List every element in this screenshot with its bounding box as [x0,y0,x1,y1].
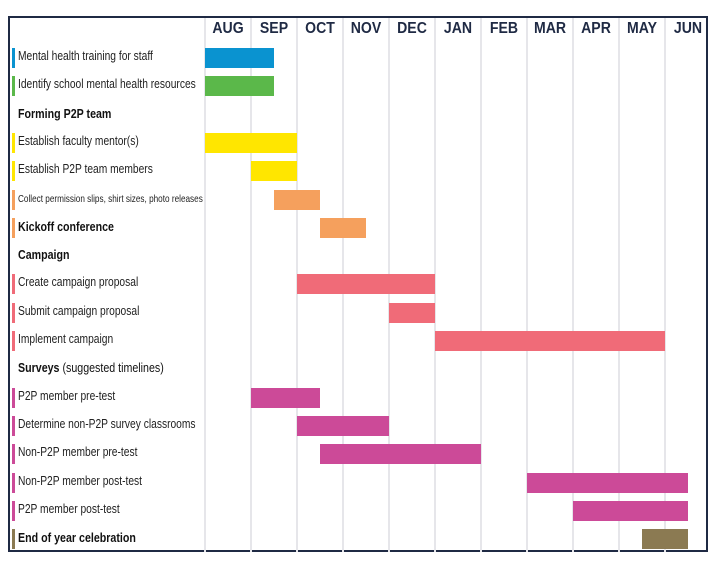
row-label: Determine non-P2P survey classrooms [18,417,196,431]
month-apr: APR [581,20,611,37]
row-label-text: End of year celebration [18,530,136,545]
gridline [204,18,206,552]
gantt-bar [251,388,320,408]
row-label-text: Submit campaign proposal [18,304,140,318]
gantt-bar [527,473,688,493]
row-label: Mental health training for staff [18,49,153,63]
row-label-text: Establish faculty mentor(s) [18,134,139,148]
row-label-text: Surveys [18,360,60,375]
month-dec: DEC [397,20,427,37]
gridline [480,18,482,552]
month-jan: JAN [443,20,473,37]
row-color-marker [12,218,15,238]
row-color-marker [12,388,15,408]
row-label-text: P2P member post-test [18,502,120,516]
gridline [664,18,666,552]
row-label: Identify school mental health resources [18,77,196,91]
gantt-bar [320,444,481,464]
row-label: Submit campaign proposal [18,304,139,318]
gantt-bar [297,274,435,294]
gantt-bar [274,190,320,210]
row-color-marker [12,133,15,153]
row-label: Non-P2P member pre-test [18,445,137,459]
month-nov: NOV [350,20,382,37]
gantt-bar [205,76,274,96]
row-label-text: Campaign [18,247,70,262]
row-label-text: Non-P2P member post-test [18,474,143,488]
row-label: Surveys (suggested timelines) [18,360,164,375]
row-label: Forming P2P team [18,106,111,121]
gantt-bar [435,331,665,351]
row-label-text: Identify school mental health resources [18,77,196,91]
row-label-text: Kickoff conference [18,219,114,234]
row-label: Collect permission slips, shirt sizes, p… [18,193,203,205]
month-may: MAY [626,20,658,37]
month-feb: FEB [489,20,519,37]
row-color-marker [12,331,15,351]
row-label: Non-P2P member post-test [18,474,142,488]
row-color-marker [12,161,15,181]
month-mar: MAR [533,20,567,37]
row-label-text: Establish P2P team members [18,162,153,176]
gantt-bar [205,133,297,153]
row-label-text: Create campaign proposal [18,275,139,289]
row-label: P2P member post-test [18,502,120,516]
month-aug: AUG [212,20,244,37]
row-label-text: Mental health training for staff [18,49,153,63]
row-color-marker [12,444,15,464]
row-color-marker [12,48,15,68]
row-label-text: Forming P2P team [18,106,112,121]
gridline [572,18,574,552]
gridline [250,18,252,552]
gantt-bar [251,161,297,181]
row-label: Kickoff conference [18,219,114,234]
row-label: Implement campaign [18,332,113,346]
month-sep: SEP [259,20,289,37]
gantt-bar [205,48,274,68]
row-color-marker [12,416,15,436]
gantt-bar [642,529,688,549]
row-color-marker [12,473,15,493]
gantt-bar [389,303,435,323]
row-color-marker [12,529,15,549]
row-label-text: Non-P2P member pre-test [18,445,138,459]
row-color-marker [12,76,15,96]
row-label-text: Determine non-P2P survey classrooms [18,417,196,431]
row-label: Establish P2P team members [18,162,153,176]
row-label-text: P2P member pre-test [18,389,116,403]
row-color-marker [12,274,15,294]
row-label-text: Implement campaign [18,332,114,346]
row-label: Establish faculty mentor(s) [18,134,139,148]
row-label: P2P member pre-test [18,389,115,403]
row-label: Create campaign proposal [18,275,138,289]
gridline [434,18,436,552]
row-label: Campaign [18,247,70,262]
gridline [526,18,528,552]
gantt-bar [297,416,389,436]
row-sublabel: (suggested timelines) [62,360,164,375]
row-color-marker [12,501,15,521]
row-color-marker [12,303,15,323]
gantt-bar [320,218,366,238]
month-jun: JUN [673,20,703,37]
row-color-marker [12,190,15,210]
gridline [618,18,620,552]
gantt-bar [573,501,688,521]
row-label: End of year celebration [18,530,136,545]
month-oct: OCT [305,20,335,37]
row-label-text: Collect permission slips, shirt sizes, p… [18,193,203,205]
